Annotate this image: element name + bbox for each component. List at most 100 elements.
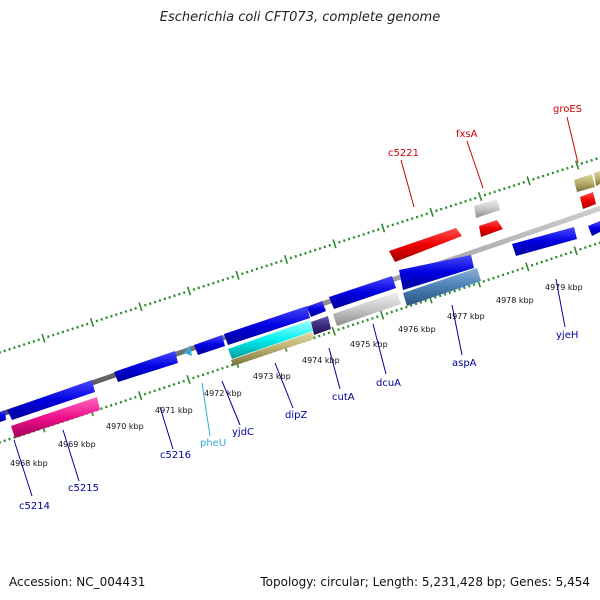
gene-fxsA-arrow[interactable] [479,220,503,237]
gene-dipZ-cyan-arrow[interactable] [228,320,313,359]
major-tick [283,254,289,265]
minor-tick [304,251,307,255]
gene-label-pheU[interactable]: pheU [200,438,226,449]
gene-label-yjdC[interactable]: yjdC [232,427,254,438]
minor-tick [472,283,476,286]
minor-tick [401,220,404,224]
minor-tick [409,304,413,307]
gene-dipZ-olive-arrow[interactable] [231,332,314,366]
major-tick [526,176,531,186]
minor-tick [163,386,166,390]
minor-tick [163,297,167,301]
minor-tick [346,325,350,328]
gene-c5221-arrow[interactable] [389,228,462,262]
scale-labels: 4968 kbp 4969 kbp 4970 kbp 4971 kbp 4972… [10,283,583,468]
minor-tick [469,198,472,202]
gene-label-c5215[interactable]: c5215 [68,483,99,494]
minor-tick [396,221,399,225]
minor-tick [595,157,598,161]
minor-tick [299,253,302,257]
gene-dcuA-blue-arrow[interactable] [329,276,396,309]
gene-cutA-navy-arrow[interactable] [311,316,331,335]
minor-tick [51,333,55,337]
gene-label-groES[interactable]: groES [553,104,582,115]
minor-tick [443,292,447,296]
minor-tick [148,302,152,306]
major-tick [380,223,386,233]
scale-label: 4979 kbp [545,283,583,292]
minor-tick [367,231,370,235]
minor-tick [201,373,205,377]
minor-tick [172,383,176,386]
gene-aspA-blue-arrow[interactable] [399,255,474,290]
gene-dcuA-grey-arrow[interactable] [333,292,401,326]
minor-tick [148,391,152,394]
minor-tick [473,196,477,200]
minor-tick [144,303,147,307]
minor-tick [100,317,104,321]
scale-label: 4975 kbp [350,340,388,349]
minor-tick [338,240,341,244]
minor-tick [221,366,224,370]
minor-tick [32,339,36,343]
minor-tick [545,259,548,262]
reverse-genes [0,221,600,438]
minor-tick [206,371,210,375]
minor-tick [483,193,487,197]
gene-label-dcuA[interactable]: dcuA [376,378,401,389]
minor-tick [153,300,157,304]
minor-tick [404,305,408,309]
gene-aspA-steel-arrow[interactable] [403,268,481,306]
major-tick [332,239,337,249]
gene-cutA-arrow[interactable] [307,301,326,317]
gene-olive-forward-arrow-2[interactable] [594,171,600,186]
minor-tick [561,168,564,172]
gene-label-c5221[interactable]: c5221 [388,148,419,159]
major-tick [477,192,483,202]
minor-tick [124,310,128,313]
minor-tick [216,280,220,283]
minor-tick [566,166,569,170]
minor-tick [424,299,428,303]
gene-label-c5214[interactable]: c5214 [19,501,50,512]
minor-tick [104,405,108,409]
minor-tick [390,310,394,314]
minor-tick [270,262,273,266]
minor-tick [318,247,322,250]
minor-tick [76,325,79,329]
minor-tick [420,214,424,217]
minor-tick [535,262,539,266]
gene-left-edge-arrow[interactable] [0,410,6,422]
minor-tick [458,287,461,291]
minor-tick [395,308,398,312]
minor-tick [593,242,597,246]
gene-right-edge-arrow[interactable] [588,221,600,236]
gene-yjdC-arrow[interactable] [194,335,225,355]
gene-olive-forward-arrow-1[interactable] [574,174,595,192]
minor-tick [56,332,60,335]
gene-label-yjeH[interactable]: yjeH [556,330,578,341]
gene-groES-arrow[interactable] [580,192,596,209]
minor-tick [406,218,409,222]
scale-label: 4969 kbp [58,440,96,449]
minor-tick [71,327,74,331]
gene-label-aspA[interactable]: aspA [452,358,477,369]
gene-grey-forward-arrow[interactable] [474,199,500,218]
major-tick [379,310,385,320]
minor-tick [434,296,437,299]
gene-c5215-arrow[interactable] [11,397,100,438]
scale-label: 4973 kbp [253,372,291,381]
gene-dipZ-upper-arrow[interactable] [224,306,310,345]
gene-pheU-arrow[interactable] [184,345,192,356]
gene-label-c5216[interactable]: c5216 [160,450,191,461]
minor-tick [512,184,516,187]
gene-label-cutA[interactable]: cutA [332,392,355,403]
scale-label: 4971 kbp [155,406,193,415]
gene-c5214-arrow[interactable] [7,380,95,420]
gene-label-dipZ[interactable]: dipZ [285,410,307,421]
gene-c5216-arrow[interactable] [114,351,178,382]
minor-tick [391,223,395,227]
gene-label-fxsA[interactable]: fxsA [456,129,478,140]
gene-yjeH-arrow[interactable] [512,227,577,256]
